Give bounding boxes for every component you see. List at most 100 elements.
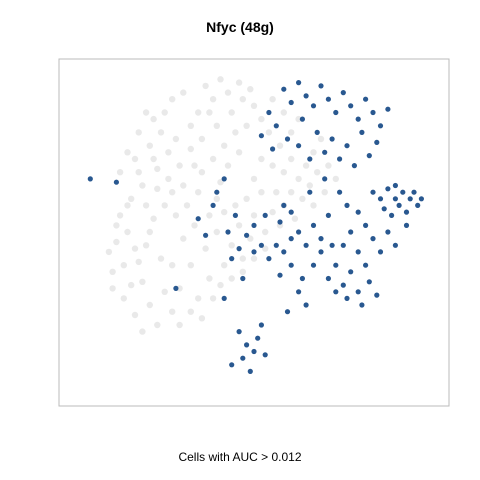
cell-point-high: [229, 256, 235, 262]
cell-point-low: [124, 149, 131, 156]
cell-point-high: [325, 96, 331, 102]
cell-point-low: [250, 175, 258, 183]
cell-point-high: [366, 153, 372, 159]
cell-point-low: [228, 109, 235, 116]
cell-point-high: [288, 236, 294, 242]
cell-point-low: [120, 262, 128, 269]
cell-point-low: [142, 242, 150, 249]
cell-point-low: [195, 295, 202, 302]
cell-point-high: [281, 249, 287, 255]
cell-point-low: [291, 215, 299, 222]
cell-point-low: [169, 96, 176, 103]
cell-point-low: [262, 245, 269, 252]
cell-point-low: [262, 228, 269, 236]
cell-point-low: [332, 175, 339, 183]
cell-point-low: [280, 169, 287, 176]
cell-point-low: [247, 235, 254, 242]
cell-point-high: [266, 109, 272, 116]
cell-point-low: [265, 129, 273, 136]
cell-point-low: [146, 228, 153, 236]
cell-point-high: [344, 143, 350, 149]
cell-point-low: [235, 79, 243, 86]
cell-point-high: [355, 289, 361, 295]
cell-point-high: [340, 282, 346, 288]
cell-point-high: [355, 249, 361, 255]
cell-point-low: [165, 149, 172, 156]
cell-point-high: [277, 272, 283, 278]
cell-point-high: [377, 123, 384, 129]
cell-point-low: [165, 175, 172, 183]
cell-point-low: [195, 189, 202, 196]
cell-point-high: [303, 242, 309, 248]
cell-point-high: [258, 242, 264, 248]
cell-point-high: [370, 189, 376, 195]
cell-point-high: [258, 322, 264, 328]
cell-point-high: [236, 329, 242, 335]
cell-point-low: [317, 135, 325, 143]
cell-point-low: [150, 115, 157, 123]
cell-point-low: [213, 228, 220, 236]
cell-point-high: [251, 348, 257, 355]
cell-point-low: [288, 155, 295, 163]
cell-point-high: [284, 309, 291, 315]
cell-point-low: [235, 222, 243, 229]
cell-point-low: [142, 109, 150, 116]
cell-point-high: [247, 368, 253, 374]
cell-point-low: [191, 162, 198, 169]
cell-point-high: [351, 163, 357, 169]
cell-point-high: [221, 176, 227, 182]
cell-point-low: [187, 262, 194, 269]
cell-point-low: [280, 109, 287, 116]
cell-point-low: [150, 155, 157, 163]
cell-point-high: [363, 222, 369, 228]
cell-point-low: [150, 215, 157, 222]
cell-point-low: [198, 135, 206, 143]
cell-point-low: [299, 195, 306, 202]
cell-point-high: [255, 335, 261, 341]
cell-point-high: [337, 189, 343, 195]
cell-point-low: [120, 295, 128, 302]
cell-point-low: [180, 182, 187, 189]
cell-point-high: [240, 355, 246, 361]
cell-point-high: [277, 219, 283, 225]
cell-point-high: [340, 242, 346, 248]
cell-point-low: [202, 82, 209, 90]
cell-point-high: [374, 139, 380, 145]
cell-point-low: [135, 258, 142, 266]
cell-point-low: [176, 321, 183, 329]
cell-point-low: [247, 86, 254, 93]
cell-point-low: [217, 281, 224, 289]
cell-point-low: [191, 222, 198, 229]
cell-point-low: [221, 142, 228, 149]
cell-point-high: [273, 242, 279, 248]
cell-point-low: [142, 202, 150, 209]
cell-point-high: [296, 80, 302, 86]
cell-point-low: [176, 285, 183, 292]
cell-point-high: [310, 222, 317, 228]
cell-point-high: [333, 109, 339, 116]
cell-point-high: [340, 90, 346, 96]
cell-point-high: [329, 136, 335, 142]
cell-point-high: [229, 362, 235, 368]
cell-point-high: [333, 289, 339, 295]
cell-point-high: [344, 202, 350, 208]
plot-panel-border: [58, 58, 450, 407]
cell-point-low: [209, 155, 217, 163]
cell-point-high: [251, 249, 257, 255]
cell-point-high: [322, 176, 328, 182]
cell-point-high: [363, 262, 369, 268]
cell-point-low: [217, 179, 224, 186]
cell-point-high: [210, 202, 216, 208]
cell-point-high: [288, 99, 294, 106]
cell-point-low: [172, 135, 180, 143]
cell-point-low: [109, 285, 116, 292]
cell-point-low: [288, 129, 295, 136]
cell-point-low: [154, 185, 161, 192]
cell-point-high: [273, 123, 279, 129]
cell-point-high: [310, 262, 317, 268]
cell-point-high: [240, 275, 246, 282]
cell-point-low: [273, 189, 280, 196]
cell-point-low: [243, 122, 250, 129]
cell-point-high: [377, 196, 384, 202]
